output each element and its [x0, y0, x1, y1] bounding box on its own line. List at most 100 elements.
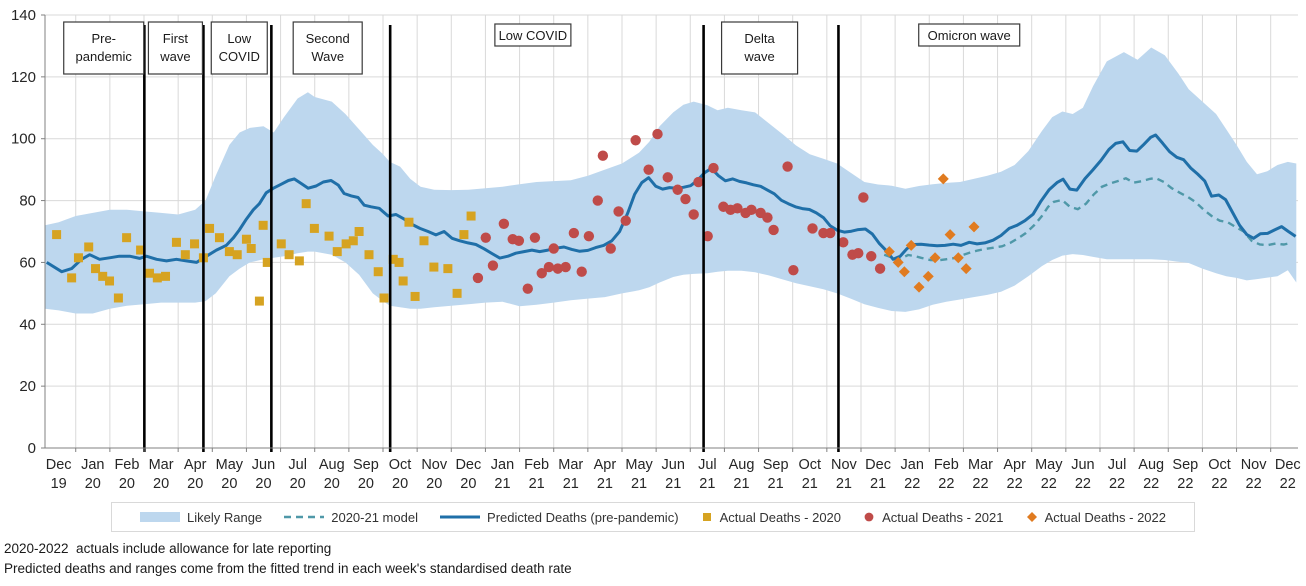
- actual-2021-point: [853, 247, 864, 259]
- actual-2021-point: [498, 218, 510, 229]
- weekly-deaths-chart: Pre-pandemic First wave Low COVID Second Wave L…: [11, 7, 1301, 492]
- chart-canvas: Pre-pandemic First wave Low COVID Second Wave L…: [11, 7, 1301, 492]
- actual-2020-point: [180, 250, 190, 260]
- actual-2021-point: [672, 184, 683, 195]
- actual-2020-point: [190, 239, 200, 249]
- actual-2020-point: [452, 288, 462, 298]
- actual-2020-point: [113, 293, 123, 303]
- actual-2021-point: [825, 227, 836, 239]
- actual-2021-point: [583, 230, 595, 242]
- actual-2020-point: [284, 250, 294, 260]
- actual-2020-point: [373, 267, 383, 277]
- legend-dashed-line-icon: [284, 511, 325, 523]
- actual-2021-point: [858, 192, 869, 203]
- actual-2020-point: [136, 245, 146, 255]
- phase-label-box: [147, 21, 204, 75]
- phase-label-box: [720, 21, 799, 75]
- legend-item-likely-range: Likely Range: [140, 510, 262, 525]
- legend-item-model-2020-21: 2020-21 model: [284, 510, 418, 525]
- y-axis-tick-label: 40: [19, 316, 36, 333]
- x-axis-tick-label: Dec 21: [865, 457, 891, 492]
- actual-2020-point: [301, 199, 311, 209]
- actual-2022-point: [898, 266, 910, 278]
- legend-item-label: Actual Deaths - 2020: [719, 509, 842, 525]
- x-axis-tick-label: Jul 20: [288, 457, 307, 492]
- x-axis-tick-label: Sep 20: [353, 457, 379, 492]
- x-axis-tick-label: May 20: [216, 457, 244, 492]
- x-axis-tick-label: Jun 20: [252, 457, 275, 492]
- actual-2022-point: [937, 173, 949, 185]
- actual-2022-point: [892, 256, 904, 268]
- actual-2020-point: [379, 293, 389, 303]
- legend-band-icon: [140, 511, 180, 523]
- x-axis-tick-label: Aug 20: [319, 457, 345, 492]
- x-axis-tick-label: Feb 21: [524, 457, 549, 492]
- x-axis-tick-label: Jan 20: [81, 457, 104, 492]
- x-axis-tick-label: Oct 22: [1208, 457, 1231, 492]
- actual-2020-point: [171, 237, 181, 247]
- actual-2021-point: [613, 206, 624, 217]
- actual-2020-point: [466, 211, 476, 221]
- actual-2021-point: [788, 264, 799, 276]
- y-axis-tick-label: 140: [11, 7, 36, 24]
- phase-label-text: Omicron wave: [928, 28, 1011, 43]
- x-axis-tick-label: Jan 22: [901, 457, 924, 492]
- actual-2021-point: [762, 212, 773, 223]
- x-axis-tick-label: Jul 22: [1108, 457, 1127, 492]
- x-axis-tick-label: Nov 20: [421, 457, 448, 492]
- actual-2020-point: [429, 262, 439, 272]
- x-axis-tick-label: Feb 20: [114, 457, 139, 492]
- actual-2022-point: [922, 270, 934, 282]
- x-axis-tick-label: Feb 22: [934, 457, 959, 492]
- legend-item-label: 2020-21 model: [331, 509, 418, 525]
- actual-2021-point: [746, 204, 757, 216]
- actual-2021-point: [782, 161, 793, 172]
- actual-2021-point: [592, 195, 603, 206]
- phase-label-text: Low COVID: [219, 31, 260, 64]
- actual-2021-point: [487, 260, 499, 271]
- legend-item-actual-2021: Actual Deaths - 2021: [863, 510, 1004, 525]
- phase-label-box: [63, 21, 145, 75]
- actual-2021-point: [874, 263, 886, 274]
- actual-2020-point: [84, 242, 94, 252]
- actual-2020-point: [404, 217, 414, 227]
- x-axis-tick-label: Sep 22: [1172, 457, 1198, 492]
- legend-item-actual-2020: Actual Deaths - 2020: [701, 510, 841, 525]
- legend-item-label: Likely Range: [187, 509, 263, 525]
- x-axis-tick-label: Sep 21: [763, 457, 789, 492]
- actual-2021-point: [768, 224, 779, 236]
- actual-2021-point: [866, 251, 877, 262]
- actual-2020-point: [459, 230, 469, 240]
- phase-label-text: First wave: [159, 31, 190, 64]
- actual-2021-point: [480, 232, 491, 243]
- x-axis-tick-label: Nov 22: [1241, 457, 1268, 492]
- actual-2021-point: [543, 261, 555, 273]
- actual-2021-point: [522, 283, 533, 294]
- actual-2020-point: [224, 247, 234, 257]
- actual-2020-point: [214, 233, 224, 243]
- phase-label-box: [292, 21, 363, 75]
- chart-legend: Likely Range 2020-21 model Predicted Death…: [111, 502, 1195, 532]
- actual-2022-point: [960, 263, 972, 275]
- legend-solid-line-icon: [440, 511, 481, 523]
- actual-2021-point: [576, 266, 587, 277]
- actual-2022-point: [913, 281, 925, 293]
- actual-2022-point: [905, 239, 917, 251]
- x-axis-tick-label: Apr 21: [594, 457, 617, 492]
- actual-2020-point: [341, 239, 351, 249]
- actual-2021-point: [702, 230, 713, 242]
- x-axis-tick-label: Jun 22: [1071, 457, 1094, 492]
- x-axis-tick-label: Aug 22: [1138, 457, 1164, 492]
- chart-footnotes: 2020-2022 actuals include allowance for …: [4, 539, 1306, 578]
- actual-2020-point: [354, 227, 364, 236]
- actual-2020-point: [419, 236, 429, 246]
- y-axis-tick-label: 120: [11, 69, 36, 86]
- actual-2022-point: [929, 252, 941, 264]
- actual-2021-point: [680, 193, 691, 205]
- actual-2021-point: [552, 263, 564, 274]
- y-axis-tick-label: 0: [28, 440, 36, 457]
- x-axis-tick-label: May 21: [625, 457, 653, 492]
- actual-2020-point: [161, 271, 171, 281]
- actual-2020-point: [241, 234, 251, 244]
- actual-2021-point: [643, 164, 654, 175]
